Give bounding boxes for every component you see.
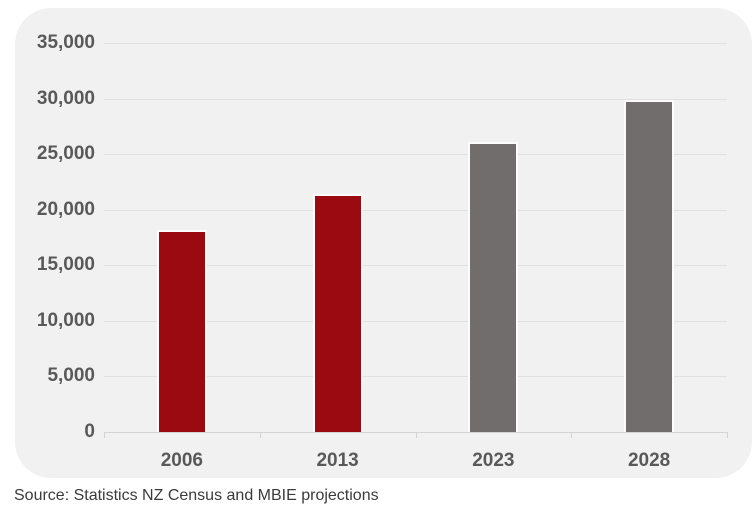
y-axis-tick-label: 35,000 xyxy=(36,32,95,53)
x-axis-tick xyxy=(259,432,261,438)
gridline xyxy=(104,209,727,211)
x-axis-tick-label: 2006 xyxy=(160,450,204,471)
x-axis-tick-label: 2013 xyxy=(316,450,359,471)
y-axis-tick-label: 20,000 xyxy=(36,198,95,220)
bar-2013 xyxy=(312,194,363,432)
bar-2006 xyxy=(156,229,207,432)
chart-card: 0 5,000 10,000 15,000 20,000 25,000 30,000 35,0… xyxy=(15,8,752,478)
source-note: Source: Statistics NZ Census and MBIE pr… xyxy=(14,487,379,504)
gridline xyxy=(104,154,727,156)
gridline xyxy=(104,265,727,267)
x-axis-tick-label: 2023 xyxy=(472,450,515,471)
gridline xyxy=(104,320,727,322)
bar-2023 xyxy=(468,141,519,432)
x-axis-tick xyxy=(727,432,728,438)
x-axis-tick xyxy=(571,432,573,438)
y-axis-tick-label: 25,000 xyxy=(36,143,95,165)
x-axis-tick xyxy=(415,432,417,438)
gridline xyxy=(104,98,727,100)
y-axis-tick-label: 30,000 xyxy=(36,87,95,109)
y-axis-tick-label: 15,000 xyxy=(36,254,95,276)
x-axis-tick-label: 2028 xyxy=(627,450,671,471)
gridline xyxy=(104,376,727,378)
y-axis-tick-label: 10,000 xyxy=(36,309,95,331)
bar-2028 xyxy=(624,99,675,432)
gridline xyxy=(104,43,727,44)
x-axis-tick xyxy=(104,432,105,438)
y-axis-tick-label: 0 xyxy=(84,421,95,442)
y-axis-tick-label: 5,000 xyxy=(47,365,95,387)
